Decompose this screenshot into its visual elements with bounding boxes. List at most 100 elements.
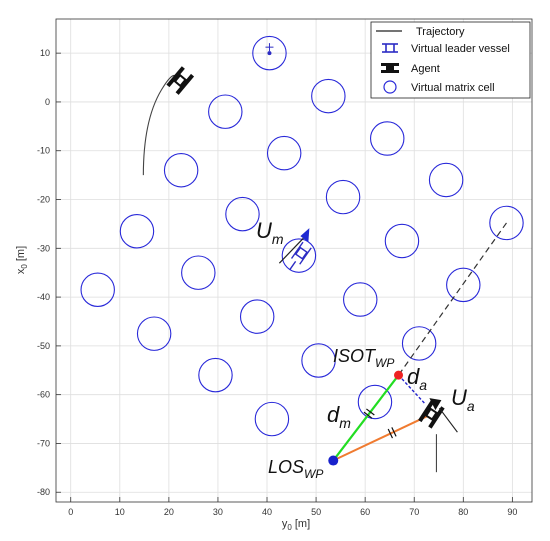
legend-entry-leader: Virtual leader vessel [411, 43, 510, 55]
matrix-cell [80, 272, 115, 308]
blue-offset-line [398, 374, 426, 405]
dashed-guide-line [398, 222, 507, 376]
um-arrow-shaft [278, 236, 305, 264]
x-tick-label: 70 [409, 507, 419, 517]
x-tick-label: 10 [115, 507, 125, 517]
matrix-cell [198, 357, 233, 393]
matrix-cell [325, 179, 361, 215]
y-tick-label: -60 [37, 390, 50, 400]
y-tick-label: -70 [37, 438, 50, 448]
x-tick-label: 90 [507, 507, 517, 517]
tick-mark [363, 411, 373, 419]
um-arrow-head [300, 228, 310, 243]
equal-length-ticks [363, 408, 397, 439]
los-agent-line [332, 413, 432, 462]
legend-leader-icon [382, 43, 398, 53]
legend-box [370, 21, 531, 99]
matrix-cell [181, 255, 216, 290]
agent-vessel-top-icon [166, 66, 195, 95]
plot-frame [55, 18, 533, 503]
leader-hull-left [290, 241, 304, 259]
y-tick-label: -20 [37, 195, 50, 205]
leader-start-dot [267, 51, 272, 56]
matrix-cell [208, 94, 243, 129]
x-tick-label: 40 [262, 507, 272, 517]
legend-entry-trajectory: Trajectory [416, 26, 465, 38]
um-label: Um [256, 218, 284, 247]
x-tick-label: 60 [360, 507, 370, 517]
agent-hull-right [175, 73, 195, 95]
x-tick-labels: 0 10 20 30 40 50 60 70 80 90 [68, 507, 517, 517]
y-tick-labels: 10 0 -10 -20 -30 -40 -50 -60 -70 -80 [37, 48, 50, 497]
da-label: da [407, 364, 427, 393]
matrix-cell [357, 384, 393, 420]
x-axis-label: y0 [m] [282, 518, 310, 532]
agent-cabin [427, 410, 436, 419]
matrix-cell [384, 223, 420, 259]
y-tick-label: -50 [37, 341, 50, 351]
ua-velocity-arrow [429, 398, 458, 473]
legend: Trajectory Virtual leader vessel Agent V… [370, 21, 531, 99]
agent-cabin [176, 76, 185, 85]
los-wp-label: LOSWP [268, 457, 323, 481]
los-wp-point [328, 455, 339, 466]
matrix-cell [311, 78, 346, 114]
agent-hull-right [428, 406, 445, 429]
dm-distance-line [332, 374, 400, 462]
matrix-cell [281, 238, 317, 273]
agent-hull-left [166, 66, 185, 88]
y-axis-label: x0 [m] [15, 246, 29, 274]
ua-arrow-shaft [438, 407, 458, 433]
leader-shape [289, 241, 312, 270]
virtual-leader-start-icon [265, 43, 274, 56]
ua-label: Ua [451, 385, 475, 414]
leader-hull-right [299, 247, 312, 265]
agent-vessel-icon [418, 399, 445, 429]
matrix-cell [239, 299, 275, 334]
leader-deck [294, 246, 308, 260]
isot-wp-label: ISOTWP [333, 346, 394, 370]
um-velocity-arrow [278, 228, 310, 264]
ua-arrow-head [429, 398, 442, 411]
leader-tail [289, 260, 297, 270]
tick-mark [387, 428, 394, 439]
x-tick-label: 80 [458, 507, 468, 517]
y-tick-label: 0 [45, 97, 50, 107]
y-tick-label: -10 [37, 146, 50, 156]
agent-hull-left [418, 399, 435, 423]
dm-label: dm [327, 402, 351, 431]
isot-wp-point [394, 370, 404, 380]
legend-entry-agent: Agent [411, 63, 440, 75]
agent-shape [418, 399, 445, 429]
legend-entry-cell: Virtual matrix cell [411, 82, 495, 94]
legend-cell-swatch [383, 80, 397, 94]
x-tick-label: 0 [68, 507, 73, 517]
tick-mark [366, 408, 375, 416]
legend-agent-icon [381, 63, 399, 73]
matrix-cell [225, 196, 260, 232]
matrix-cell [163, 153, 199, 188]
y-tick-label: -30 [37, 243, 50, 253]
tick-mark [391, 427, 397, 437]
matrix-cell [446, 267, 481, 303]
y-tick-label: 10 [40, 48, 50, 58]
matrix-cell [489, 205, 524, 241]
matrix-cell [428, 162, 464, 198]
virtual-matrix-cells [80, 35, 524, 437]
matrix-cell [370, 121, 405, 156]
matrix-cell [266, 135, 302, 171]
y-tick-label: -80 [37, 487, 50, 497]
matrix-cell [254, 401, 290, 437]
virtual-leader-vessel-icon [289, 241, 312, 270]
matrix-cell [136, 316, 172, 351]
grid [56, 19, 532, 502]
agent-shape [166, 66, 195, 95]
matrix-cell [252, 35, 287, 71]
plot-background [56, 19, 532, 502]
x-tick-label: 50 [311, 507, 321, 517]
x-tick-label: 30 [213, 507, 223, 517]
x-tick-label: 20 [164, 507, 174, 517]
matrix-cell [301, 343, 336, 378]
matrix-cell [401, 326, 437, 361]
